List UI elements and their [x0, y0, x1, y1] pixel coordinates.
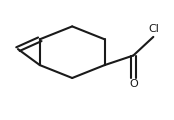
- Text: Cl: Cl: [149, 24, 160, 34]
- Text: O: O: [129, 79, 138, 89]
